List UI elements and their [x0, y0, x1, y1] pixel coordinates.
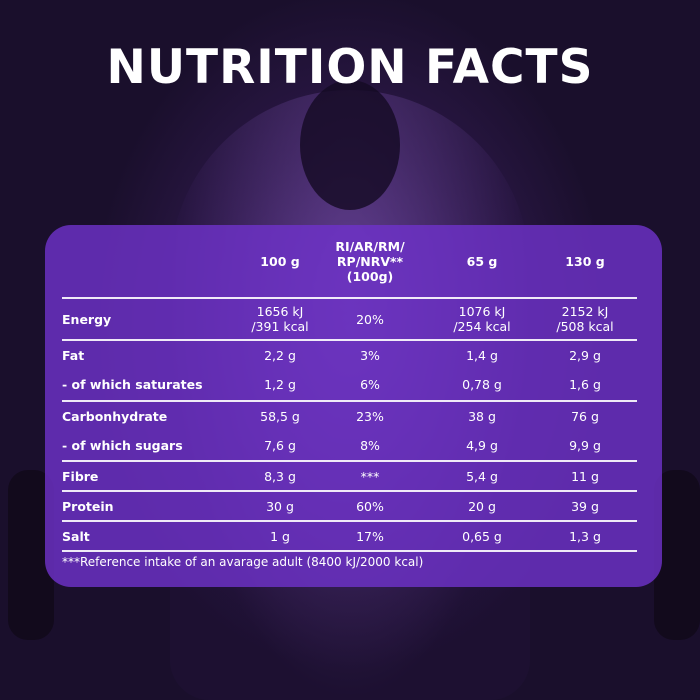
table-header-row: 100 g RI/AR/RM/ RP/NRV** (100g) 65 g 130 g [62, 225, 637, 297]
cell-value: 1,3 g [569, 528, 601, 544]
cell-value: 1656 kJ /391 kcal [251, 304, 309, 334]
cell-value: 2,2 g [264, 347, 296, 363]
cell-value: 20% [356, 311, 384, 327]
cell-value: 8% [360, 437, 380, 453]
row-label: Salt [62, 528, 90, 544]
cell-value: 11 g [571, 468, 599, 484]
nutrition-table-panel: 100 g RI/AR/RM/ RP/NRV** (100g) 65 g 130 g E… [45, 225, 662, 587]
cell-value: 9,9 g [569, 437, 601, 453]
row-label: Carbonhydrate [62, 408, 168, 424]
table-row: Energy 1656 kJ /391 kcal 20% 1076 kJ /254 k… [62, 297, 637, 339]
row-label: - of which saturates [62, 377, 203, 392]
table-row: Fibre 8,3 g *** 5,4 g 11 g [62, 460, 637, 490]
background-athlete-head [300, 80, 400, 210]
cell-value: 20 g [468, 498, 496, 514]
cell-value: 39 g [571, 498, 599, 514]
cell-value: 7,6 g [264, 437, 296, 453]
cell-value: 0,65 g [462, 528, 502, 544]
cell-value: 2,9 g [569, 347, 601, 363]
cell-value: 58,5 g [260, 408, 300, 424]
cell-value: 76 g [571, 408, 599, 424]
table-row: Salt 1 g 17% 0,65 g 1,3 g [62, 520, 637, 550]
table-row: Fat 2,2 g 3% 1,4 g 2,9 g [62, 339, 637, 369]
cell-value: 0,78 g [462, 377, 502, 392]
column-header: 130 g [565, 253, 605, 269]
table-row: Protein 30 g 60% 20 g 39 g [62, 490, 637, 520]
cell-value: 1,6 g [569, 377, 601, 392]
footnote: ***Reference intake of an avarage adult … [62, 555, 424, 569]
nutrition-table: 100 g RI/AR/RM/ RP/NRV** (100g) 65 g 130 g E… [62, 225, 637, 552]
row-label: Protein [62, 498, 114, 514]
cell-value: 30 g [266, 498, 294, 514]
column-header: 100 g [260, 253, 300, 269]
column-header: RI/AR/RM/ RP/NRV** (100g) [335, 238, 405, 284]
cell-value: 5,4 g [466, 468, 498, 484]
table-bottom-divider [62, 550, 637, 552]
page-title: NUTRITION FACTS [106, 40, 594, 95]
cell-value: 3% [360, 347, 380, 363]
cell-value: 1,2 g [264, 377, 296, 392]
row-label: Fibre [62, 468, 99, 484]
cell-value: 60% [356, 498, 384, 514]
cell-value: 4,9 g [466, 437, 498, 453]
cell-value: 6% [360, 377, 380, 392]
cell-value: 8,3 g [264, 468, 296, 484]
cell-value: 38 g [468, 408, 496, 424]
cell-value: *** [360, 468, 380, 484]
row-label: Fat [62, 347, 85, 363]
cell-value: 1076 kJ /254 kcal [453, 304, 511, 334]
row-label: - of which sugars [62, 437, 183, 453]
cell-value: 1,4 g [466, 347, 498, 363]
row-label: Energy [62, 311, 112, 327]
column-header: 65 g [466, 253, 498, 269]
table-row: Carbonhydrate 58,5 g 23% 38 g 76 g [62, 400, 637, 430]
table-row: - of which sugars 7,6 g 8% 4,9 g 9,9 g [62, 430, 637, 460]
cell-value: 1 g [270, 528, 290, 544]
cell-value: 17% [356, 528, 384, 544]
cell-value: 23% [356, 408, 384, 424]
table-row: - of which saturates 1,2 g 6% 0,78 g 1,6 g [62, 369, 637, 400]
cell-value: 2152 kJ /508 kcal [556, 304, 614, 334]
